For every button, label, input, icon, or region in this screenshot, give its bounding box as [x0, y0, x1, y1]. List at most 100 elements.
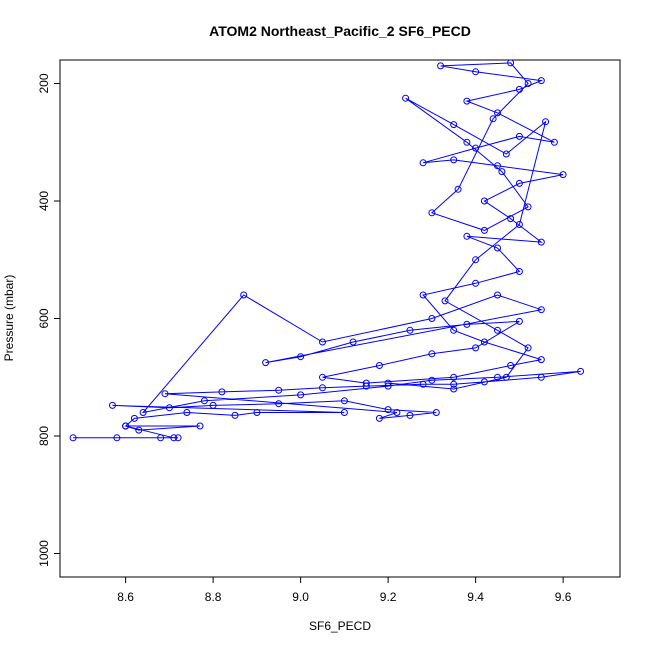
- data-point: [297, 391, 305, 399]
- data-point: [450, 373, 458, 381]
- data-point: [340, 409, 348, 416]
- data-point: [432, 409, 440, 416]
- data-point: [494, 373, 501, 381]
- data-point: [494, 162, 501, 170]
- data-point: [515, 179, 523, 187]
- data-point: [450, 380, 458, 388]
- data-point: [441, 297, 449, 305]
- data-point: [537, 77, 545, 85]
- data-point: [463, 97, 471, 105]
- y-axis: 200 400 600 800 1000: [37, 73, 60, 567]
- data-point: [130, 414, 138, 422]
- y-tick-label: 600: [37, 308, 51, 328]
- data-point: [406, 411, 414, 419]
- data-point: [515, 85, 523, 93]
- data-point: [139, 409, 147, 416]
- data-point: [524, 203, 532, 211]
- data-point: [542, 118, 550, 126]
- x-tick-label: 9.6: [555, 590, 572, 604]
- data-point: [537, 238, 545, 246]
- data-point: [463, 320, 471, 328]
- data-point: [524, 80, 532, 87]
- data-point: [384, 379, 392, 387]
- x-tick-label: 9.4: [467, 590, 484, 604]
- data-point: [498, 168, 506, 176]
- data-point: [489, 115, 497, 123]
- data-point: [463, 138, 471, 146]
- data-point: [375, 414, 383, 422]
- x-tick-label: 8.6: [117, 590, 134, 604]
- data-point: [428, 350, 436, 358]
- data-point: [297, 353, 305, 361]
- data-point: [69, 434, 77, 442]
- data-point: [362, 382, 370, 390]
- data-point: [472, 256, 480, 264]
- data-point: [450, 326, 458, 334]
- data-point: [472, 68, 480, 76]
- data-point: [170, 434, 178, 442]
- data-point: [480, 338, 488, 346]
- data-point: [340, 397, 348, 405]
- data-point: [494, 291, 501, 299]
- data-point: [515, 317, 523, 325]
- data-point: [362, 379, 370, 387]
- data-point: [275, 400, 283, 408]
- data-point: [507, 59, 515, 67]
- data-point: [428, 209, 436, 217]
- data-point: [419, 380, 427, 388]
- data-point: [393, 409, 401, 416]
- data-point: [384, 406, 392, 414]
- data-point: [240, 291, 248, 299]
- data-point: [472, 279, 480, 287]
- data-point: [196, 422, 204, 430]
- data-point: [502, 373, 510, 381]
- x-tick-label: 8.8: [205, 590, 222, 604]
- data-point: [450, 121, 458, 129]
- x-axis: 8.6 8.8 9.0 9.2 9.4 9.6: [117, 577, 572, 604]
- data-point: [494, 109, 501, 117]
- data-point: [537, 373, 545, 381]
- data-point: [109, 401, 116, 409]
- data-point: [450, 385, 458, 393]
- data-point: [275, 386, 283, 394]
- data-point: [480, 378, 488, 386]
- data-point: [480, 226, 488, 234]
- data-point: [157, 434, 165, 442]
- series-line: [73, 62, 581, 439]
- plot-frame: [59, 59, 621, 578]
- data-point: [507, 362, 515, 369]
- chart-title: ATOM2 Northeast_Pacific_2 SF6_PECD: [209, 23, 471, 39]
- data-point: [113, 434, 121, 442]
- data-point: [135, 426, 143, 434]
- data-point: [502, 150, 510, 158]
- data-point: [480, 197, 488, 205]
- data-point: [262, 359, 270, 367]
- data-point: [375, 362, 383, 369]
- data-point: [384, 382, 392, 390]
- data-point: [165, 404, 173, 412]
- data-point: [406, 326, 414, 334]
- y-tick-label: 200: [37, 73, 51, 93]
- data-point: [577, 367, 585, 375]
- data-point: [174, 434, 182, 442]
- data-point: [450, 156, 458, 164]
- data-point: [218, 388, 226, 396]
- data-point: [515, 268, 523, 275]
- data-point: [209, 401, 217, 409]
- data-point: [550, 138, 558, 146]
- data-point: [319, 373, 326, 381]
- data-point: [253, 409, 261, 416]
- data-point: [515, 221, 523, 228]
- data-point: [428, 315, 436, 322]
- y-tick-label: 1000: [37, 540, 51, 567]
- data-point: [507, 215, 515, 223]
- data-point: [319, 338, 326, 346]
- data-point: [319, 384, 326, 392]
- y-axis-label: Pressure (mbar): [2, 275, 16, 362]
- data-point: [231, 411, 239, 419]
- y-tick-label: 400: [37, 191, 51, 211]
- x-tick-label: 9.2: [380, 590, 397, 604]
- y-tick-label: 800: [37, 426, 51, 446]
- data-point: [437, 62, 445, 70]
